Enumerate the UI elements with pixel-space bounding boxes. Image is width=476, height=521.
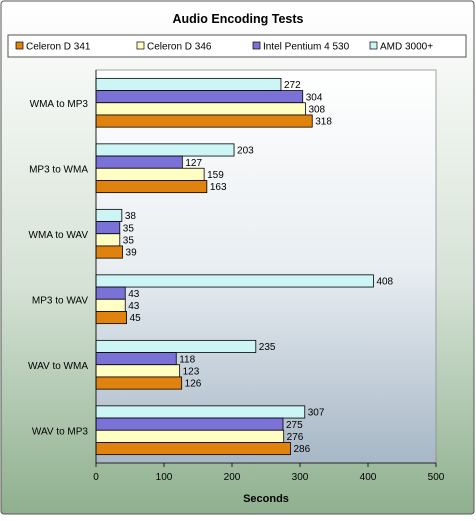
category-label: MP3 to WMA (29, 164, 88, 175)
x-axis: 0 100 200 300 400 500 (93, 70, 445, 483)
bar (95, 376, 183, 390)
bar (95, 286, 126, 300)
category-label: MP3 to WAV (32, 295, 88, 306)
data-label: 286 (293, 444, 310, 455)
legend-label: AMD 3000+ (380, 42, 433, 53)
legend-swatch (369, 41, 378, 50)
data-label: 43 (128, 301, 140, 312)
data-label: 159 (207, 170, 224, 181)
data-label: 38 (125, 211, 137, 222)
category-labels: WMA to MP3 MP3 to WMA WMA to WAV MP3 to WAV… (28, 99, 88, 438)
bar (95, 352, 177, 366)
legend-swatch (252, 41, 261, 50)
legend-label: Intel Pentium 4 530 (263, 42, 350, 53)
category-label: WAV to MP3 (32, 426, 89, 437)
data-label: 304 (306, 92, 323, 103)
data-label: 276 (287, 432, 304, 443)
bars-group: 2723043083182031271591633835353940843434… (95, 77, 394, 456)
bar (95, 155, 183, 169)
bar (95, 77, 282, 91)
bar (95, 274, 374, 288)
bar (95, 102, 306, 116)
bar (95, 429, 285, 443)
legend-swatch (136, 41, 145, 50)
data-label: 308 (308, 104, 325, 115)
x-tick-label: 200 (224, 472, 241, 483)
data-label: 118 (179, 354, 195, 365)
data-label: 39 (126, 248, 138, 259)
bar (95, 405, 306, 419)
data-label: 203 (237, 146, 254, 157)
data-label: 275 (286, 420, 303, 431)
data-label: 272 (284, 80, 301, 91)
x-axis-title: Seconds (243, 493, 289, 505)
bar (95, 298, 126, 312)
x-tick-label: 100 (156, 472, 173, 483)
x-tick-label: 400 (360, 472, 377, 483)
bar (95, 143, 235, 157)
legend-box (7, 34, 467, 58)
legend: Celeron D 341 Celeron D 346 Intel Pentium … (15, 41, 433, 53)
bar (95, 233, 121, 247)
bar (95, 245, 123, 259)
data-label: 235 (259, 342, 276, 353)
data-label: 43 (128, 289, 140, 300)
data-label: 163 (210, 182, 227, 193)
data-label: 408 (376, 277, 393, 288)
x-tick-label: 500 (428, 472, 445, 483)
legend-label: Celeron D 341 (26, 42, 91, 53)
bar (95, 221, 121, 235)
category-label: WMA to MP3 (30, 99, 89, 110)
data-label: 35 (123, 235, 135, 246)
bar (95, 180, 208, 194)
data-label: 318 (315, 117, 332, 128)
chart-title: Audio Encoding Tests (172, 12, 303, 26)
data-label: 45 (130, 313, 142, 324)
data-label: 126 (185, 379, 202, 390)
data-label: 127 (185, 158, 202, 169)
plot-area (95, 69, 437, 464)
bar (95, 364, 181, 378)
category-label: WMA to WAV (29, 230, 89, 241)
data-label: 123 (183, 366, 200, 377)
category-label: WAV to WMA (28, 361, 88, 372)
x-tick-label: 300 (292, 472, 309, 483)
bar (95, 442, 291, 456)
data-label: 307 (308, 408, 325, 419)
bar (95, 311, 128, 325)
bar (95, 167, 205, 181)
bar (95, 417, 284, 431)
bar (95, 90, 304, 104)
bar (95, 208, 123, 222)
legend-swatch (15, 41, 24, 50)
legend-label: Celeron D 346 (147, 42, 212, 53)
bar (95, 339, 257, 353)
x-tick-label: 0 (93, 472, 99, 483)
bar (95, 114, 313, 128)
data-label: 35 (123, 223, 135, 234)
